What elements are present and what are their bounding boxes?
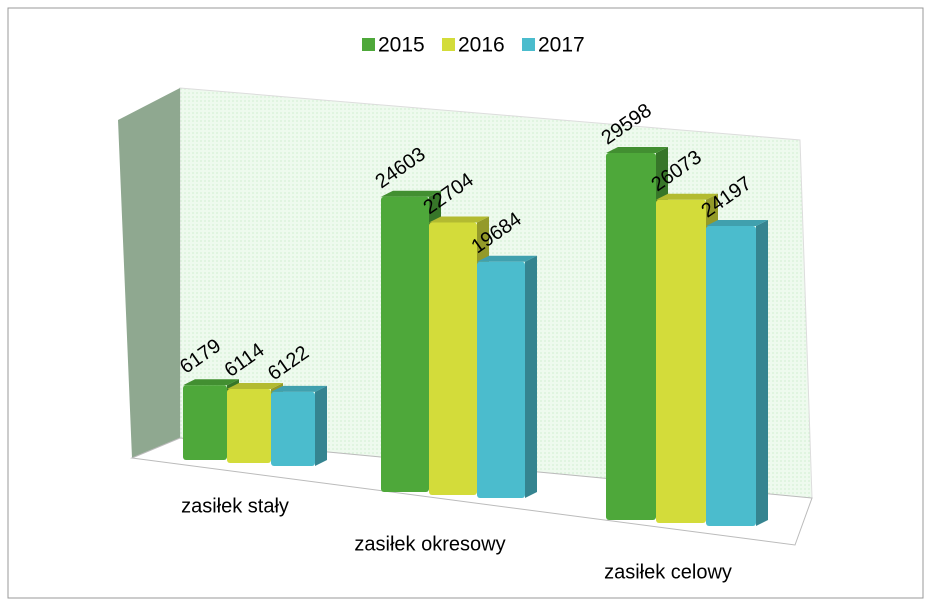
bar-front [606, 152, 656, 520]
bar-top [381, 190, 441, 197]
bar-front [271, 391, 315, 466]
legend-label: 2017 [538, 34, 585, 57]
bar-top [606, 146, 668, 153]
bar-side [315, 385, 327, 466]
bar [477, 255, 537, 498]
legend-label: 2016 [458, 34, 505, 57]
x-tick-label: zasiłek stały [181, 495, 289, 517]
x-tick-label: zasiłek celowy [604, 561, 732, 583]
bar-top [706, 219, 768, 226]
bar-top [477, 255, 537, 262]
bar-side [756, 219, 768, 526]
bar-top [429, 216, 489, 223]
legend-swatch [442, 38, 455, 51]
legend-swatch [522, 38, 535, 51]
bar-front [227, 389, 271, 463]
legend-label: 2015 [378, 34, 425, 57]
x-tick-label: zasiłek okresowy [354, 533, 505, 555]
legend-swatch [362, 38, 375, 51]
bar-front [706, 225, 756, 526]
bar-side [525, 255, 537, 498]
bar [706, 219, 768, 526]
side-wall [118, 88, 180, 458]
bar-top [271, 385, 327, 392]
bar-front [381, 196, 429, 492]
bar-front [656, 199, 706, 523]
bar-top [656, 193, 718, 200]
bar-top [183, 379, 239, 386]
bar-front [477, 261, 525, 498]
bar-front [429, 222, 477, 495]
bar [271, 385, 327, 466]
bar-top [227, 383, 283, 390]
bar-front [183, 385, 227, 460]
legend: 2015 2016 2017 [362, 34, 585, 57]
